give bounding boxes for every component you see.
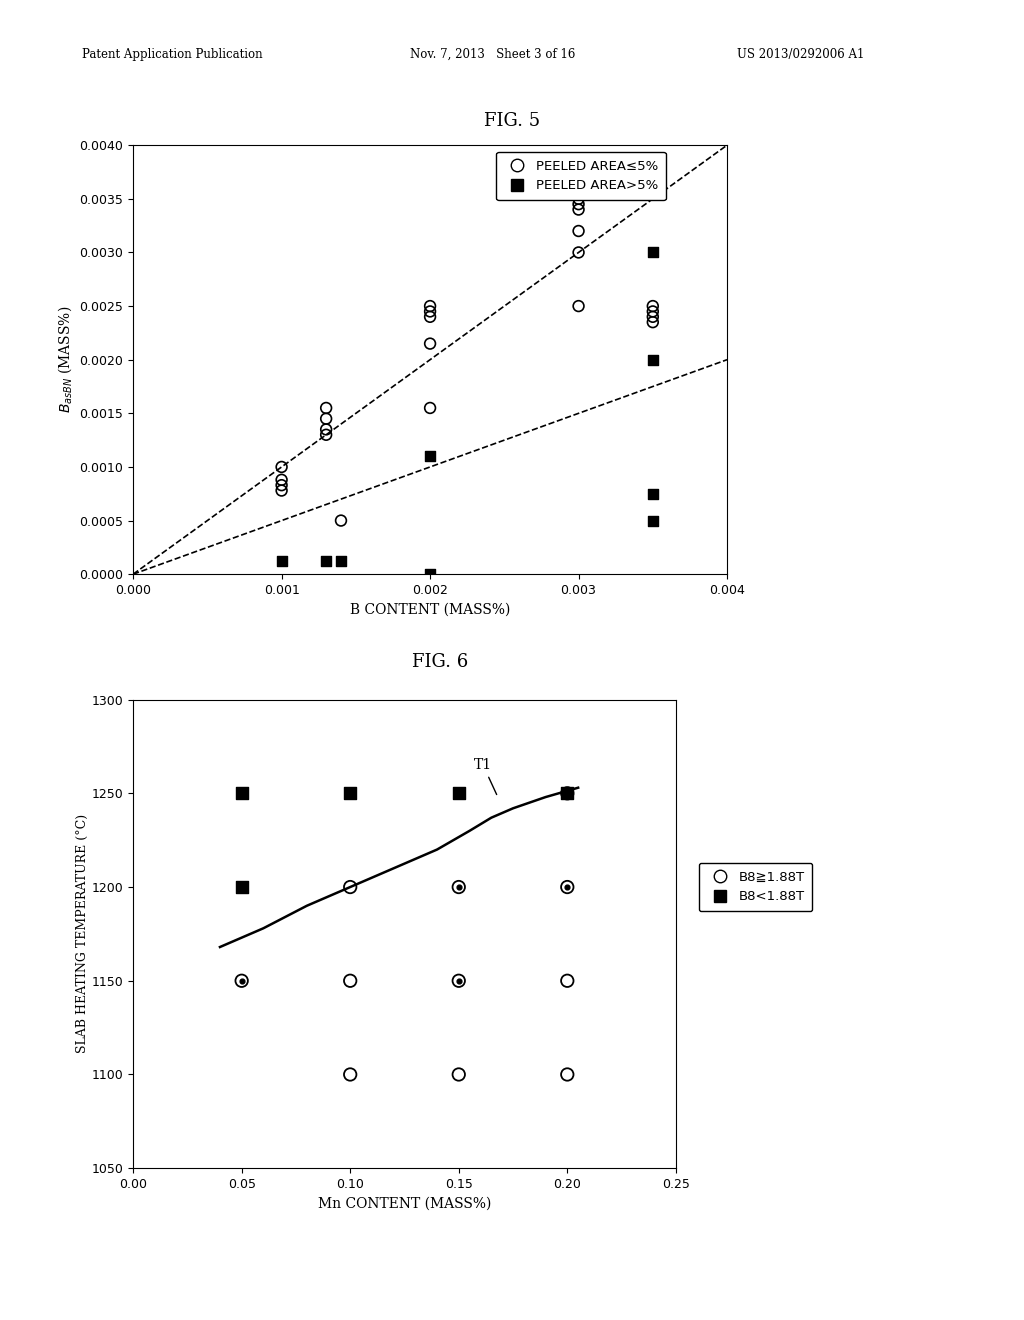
Point xyxy=(422,446,438,467)
Point xyxy=(342,1064,358,1085)
Point xyxy=(645,350,662,371)
Legend: B8≧1.88T, B8<1.88T: B8≧1.88T, B8<1.88T xyxy=(698,863,812,911)
Point xyxy=(559,783,575,804)
Legend: PEELED AREA≤5%, PEELED AREA>5%: PEELED AREA≤5%, PEELED AREA>5% xyxy=(496,152,666,201)
Point xyxy=(645,306,662,327)
Point xyxy=(317,418,334,440)
Point xyxy=(451,876,467,898)
Point xyxy=(645,296,662,317)
Point xyxy=(645,312,662,333)
Point xyxy=(451,783,467,804)
Point xyxy=(233,970,250,991)
Point xyxy=(645,483,662,504)
Point xyxy=(233,783,250,804)
Point xyxy=(559,783,575,804)
Point xyxy=(317,550,334,572)
Point xyxy=(451,876,467,898)
Point xyxy=(273,475,290,496)
Point xyxy=(317,408,334,429)
Point xyxy=(570,194,587,215)
Point xyxy=(570,199,587,220)
Point xyxy=(342,876,358,898)
Point xyxy=(451,970,467,991)
Point xyxy=(333,510,349,531)
Text: FIG. 6: FIG. 6 xyxy=(413,653,468,672)
Y-axis label: $B_{asBN}$ (MASS%): $B_{asBN}$ (MASS%) xyxy=(56,306,74,413)
Point xyxy=(451,1064,467,1085)
Point xyxy=(422,333,438,354)
Point xyxy=(645,510,662,531)
Point xyxy=(233,970,250,991)
Text: FIG. 5: FIG. 5 xyxy=(484,112,540,131)
Point xyxy=(422,306,438,327)
Y-axis label: SLAB HEATING TEMPERATURE (°C): SLAB HEATING TEMPERATURE (°C) xyxy=(76,814,89,1053)
X-axis label: B CONTENT (MASS%): B CONTENT (MASS%) xyxy=(350,602,510,616)
Point xyxy=(570,220,587,242)
X-axis label: Mn CONTENT (MASS%): Mn CONTENT (MASS%) xyxy=(317,1196,492,1210)
Point xyxy=(333,550,349,572)
Point xyxy=(645,301,662,322)
Point xyxy=(451,970,467,991)
Point xyxy=(273,480,290,502)
Point xyxy=(570,296,587,317)
Point xyxy=(570,189,587,210)
Point xyxy=(317,397,334,418)
Point xyxy=(422,296,438,317)
Point xyxy=(342,783,358,804)
Point xyxy=(559,1064,575,1085)
Point xyxy=(422,301,438,322)
Point xyxy=(273,457,290,478)
Point xyxy=(317,424,334,445)
Point xyxy=(273,550,290,572)
Point xyxy=(233,876,250,898)
Point xyxy=(273,470,290,491)
Text: Patent Application Publication: Patent Application Publication xyxy=(82,48,262,61)
Point xyxy=(645,242,662,263)
Text: T1: T1 xyxy=(474,758,497,795)
Point xyxy=(559,876,575,898)
Point xyxy=(559,970,575,991)
Point xyxy=(570,242,587,263)
Point xyxy=(422,397,438,418)
Point xyxy=(342,970,358,991)
Point xyxy=(559,876,575,898)
Text: US 2013/0292006 A1: US 2013/0292006 A1 xyxy=(737,48,864,61)
Point xyxy=(422,564,438,585)
Text: Nov. 7, 2013   Sheet 3 of 16: Nov. 7, 2013 Sheet 3 of 16 xyxy=(410,48,574,61)
